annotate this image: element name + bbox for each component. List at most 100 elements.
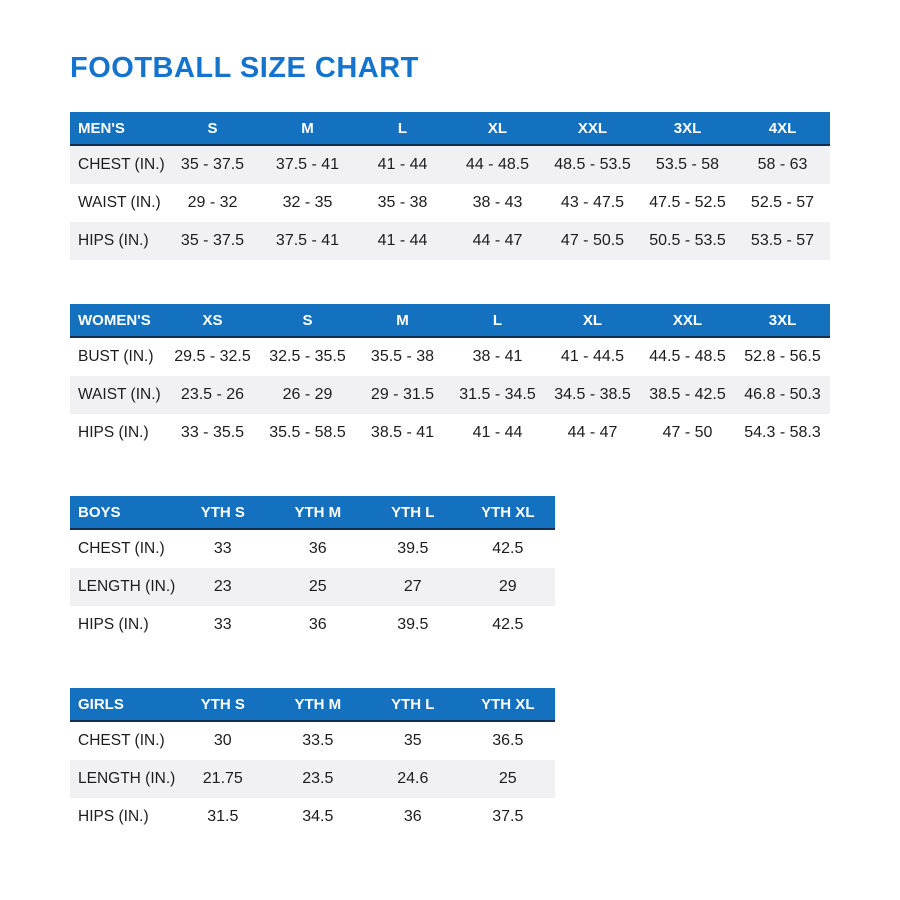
womens-size-value: 41 - 44 (450, 414, 545, 452)
mens-column-header: 4XL (735, 112, 830, 146)
womens-size-value: 44.5 - 48.5 (640, 337, 735, 376)
mens-column-header: 3XL (640, 112, 735, 146)
boys-column-header: YTH XL (460, 496, 556, 530)
mens-column-header: L (355, 112, 450, 146)
womens-size-value: 41 - 44.5 (545, 337, 640, 376)
womens-table-row: WAIST (IN.) 23.5 - 26 26 - 29 29 - 31.5 31.5… (70, 376, 830, 414)
girls-size-value: 25 (460, 760, 556, 798)
mens-size-value: 44 - 48.5 (450, 145, 545, 184)
girls-size-value: 21.75 (175, 760, 271, 798)
mens-size-value: 32 - 35 (260, 184, 355, 222)
womens-row-label: BUST (IN.) (70, 337, 165, 376)
womens-row-label: HIPS (IN.) (70, 414, 165, 452)
mens-size-value: 41 - 44 (355, 145, 450, 184)
girls-size-value: 35 (365, 721, 461, 760)
womens-column-header: S (260, 304, 355, 338)
boys-size-value: 36 (270, 529, 366, 568)
mens-size-value: 52.5 - 57 (735, 184, 830, 222)
girls-row-label: LENGTH (IN.) (70, 760, 176, 798)
womens-size-value: 47 - 50 (640, 414, 735, 452)
womens-column-header: XL (545, 304, 640, 338)
mens-table-row: CHEST (IN.) 35 - 37.5 37.5 - 41 41 - 44 44 -… (70, 145, 830, 184)
girls-header-row: GIRLS YTH S YTH M YTH L YTH XL (70, 688, 556, 722)
boys-size-value: 33 (175, 606, 271, 644)
womens-size-value: 38 - 41 (450, 337, 545, 376)
womens-table-title: WOMEN'S (70, 304, 165, 338)
womens-table-row: HIPS (IN.) 33 - 35.5 35.5 - 58.5 38.5 - 41 4… (70, 414, 830, 452)
boys-table-title: BOYS (70, 496, 176, 530)
womens-size-value: 32.5 - 35.5 (260, 337, 355, 376)
mens-size-value: 37.5 - 41 (260, 222, 355, 260)
boys-size-value: 36 (270, 606, 366, 644)
womens-size-value: 26 - 29 (260, 376, 355, 414)
boys-size-value: 27 (365, 568, 461, 606)
boys-table-row: HIPS (IN.) 33 36 39.5 42.5 (70, 606, 556, 644)
mens-row-label: WAIST (IN.) (70, 184, 165, 222)
mens-size-value: 44 - 47 (450, 222, 545, 260)
boys-size-value: 29 (460, 568, 556, 606)
mens-column-header: XXL (545, 112, 640, 146)
womens-table-row: BUST (IN.) 29.5 - 32.5 32.5 - 35.5 35.5 - 3… (70, 337, 830, 376)
mens-size-value: 50.5 - 53.5 (640, 222, 735, 260)
girls-table-row: LENGTH (IN.) 21.75 23.5 24.6 25 (70, 760, 556, 798)
womens-size-value: 31.5 - 34.5 (450, 376, 545, 414)
girls-size-value: 24.6 (365, 760, 461, 798)
boys-size-value: 23 (175, 568, 271, 606)
size-tables: MEN'S S M L XL XXL 3XL 4XL CHEST (IN.) 35 - 37.5 3… (70, 112, 830, 836)
mens-column-header: M (260, 112, 355, 146)
mens-size-value: 38 - 43 (450, 184, 545, 222)
womens-column-header: M (355, 304, 450, 338)
mens-size-value: 35 - 37.5 (165, 145, 260, 184)
mens-size-value: 35 - 37.5 (165, 222, 260, 260)
mens-size-value: 37.5 - 41 (260, 145, 355, 184)
womens-size-value: 29 - 31.5 (355, 376, 450, 414)
mens-size-value: 47 - 50.5 (545, 222, 640, 260)
mens-column-header: XL (450, 112, 545, 146)
girls-size-value: 31.5 (175, 798, 271, 836)
womens-size-value: 54.3 - 58.3 (735, 414, 830, 452)
girls-row-label: HIPS (IN.) (70, 798, 176, 836)
girls-table-title: GIRLS (70, 688, 176, 722)
womens-size-value: 29.5 - 32.5 (165, 337, 260, 376)
mens-size-value: 29 - 32 (165, 184, 260, 222)
mens-size-value: 53.5 - 57 (735, 222, 830, 260)
womens-size-value: 44 - 47 (545, 414, 640, 452)
boys-header-row: BOYS YTH S YTH M YTH L YTH XL (70, 496, 556, 530)
boys-column-header: YTH S (175, 496, 271, 530)
boys-size-value: 39.5 (365, 606, 461, 644)
womens-size-table: WOMEN'S XS S M L XL XXL 3XL BUST (IN.) 29.5 - 32.… (70, 304, 830, 452)
mens-table-row: WAIST (IN.) 29 - 32 32 - 35 35 - 38 38 - 43 4… (70, 184, 830, 222)
boys-table-row: CHEST (IN.) 33 36 39.5 42.5 (70, 529, 556, 568)
womens-size-value: 38.5 - 41 (355, 414, 450, 452)
mens-size-value: 58 - 63 (735, 145, 830, 184)
boys-row-label: CHEST (IN.) (70, 529, 176, 568)
womens-column-header: XS (165, 304, 260, 338)
page-title: FOOTBALL SIZE CHART (70, 52, 419, 84)
mens-size-value: 48.5 - 53.5 (545, 145, 640, 184)
mens-header-row: MEN'S S M L XL XXL 3XL 4XL (70, 112, 830, 146)
mens-row-label: HIPS (IN.) (70, 222, 165, 260)
womens-row-label: WAIST (IN.) (70, 376, 165, 414)
boys-column-header: YTH L (365, 496, 461, 530)
boys-size-value: 25 (270, 568, 366, 606)
boys-size-table: BOYS YTH S YTH M YTH L YTH XL CHEST (IN.) 33 36… (70, 496, 556, 644)
womens-header-row: WOMEN'S XS S M L XL XXL 3XL (70, 304, 830, 338)
girls-size-value: 23.5 (270, 760, 366, 798)
girls-row-label: CHEST (IN.) (70, 721, 176, 760)
girls-column-header: YTH M (270, 688, 366, 722)
girls-size-value: 36 (365, 798, 461, 836)
mens-table-row: HIPS (IN.) 35 - 37.5 37.5 - 41 41 - 44 44 - … (70, 222, 830, 260)
girls-table-row: HIPS (IN.) 31.5 34.5 36 37.5 (70, 798, 556, 836)
womens-column-header: 3XL (735, 304, 830, 338)
womens-size-value: 34.5 - 38.5 (545, 376, 640, 414)
womens-size-value: 46.8 - 50.3 (735, 376, 830, 414)
mens-size-value: 53.5 - 58 (640, 145, 735, 184)
girls-size-value: 36.5 (460, 721, 556, 760)
womens-size-value: 38.5 - 42.5 (640, 376, 735, 414)
girls-column-header: YTH L (365, 688, 461, 722)
mens-size-table: MEN'S S M L XL XXL 3XL 4XL CHEST (IN.) 35 - 37.5 3… (70, 112, 830, 260)
mens-size-value: 35 - 38 (355, 184, 450, 222)
womens-size-value: 23.5 - 26 (165, 376, 260, 414)
girls-size-table: GIRLS YTH S YTH M YTH L YTH XL CHEST (IN.) 30 3… (70, 688, 556, 836)
